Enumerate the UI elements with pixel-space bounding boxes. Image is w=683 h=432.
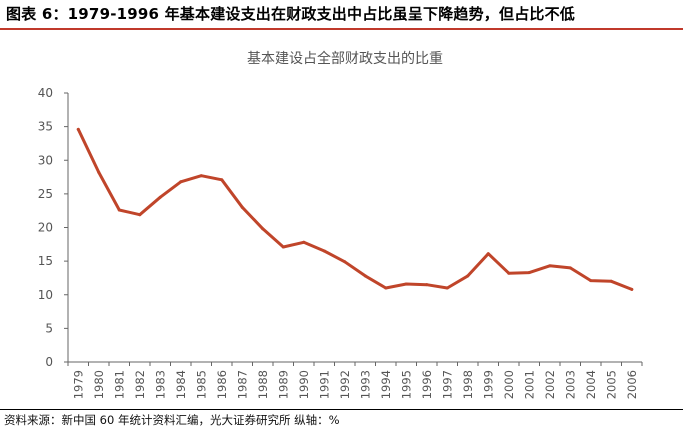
data-point [281, 245, 285, 249]
y-tick-label: 10 [38, 288, 53, 302]
data-point [548, 264, 552, 268]
data-point [302, 240, 306, 244]
x-tick-label: 1995 [399, 370, 413, 399]
x-tick-label: 1992 [338, 370, 352, 399]
x-tick-label: 1984 [174, 370, 188, 399]
data-point [220, 178, 224, 182]
data-point [466, 274, 470, 278]
y-tick-label: 15 [38, 254, 53, 268]
x-tick-label: 1979 [71, 370, 85, 399]
x-tick-label: 1986 [215, 370, 229, 399]
x-tick-label: 2006 [625, 370, 639, 399]
y-tick-label: 35 [38, 120, 53, 134]
data-point [261, 227, 265, 231]
data-point [158, 195, 162, 199]
x-tick-label: 1981 [112, 370, 126, 399]
x-tick-label: 1990 [297, 370, 311, 399]
data-point [138, 213, 142, 217]
x-tick-label: 1998 [461, 370, 475, 399]
x-axis: 1979 1980 1981 1982 1983 1984 1985 1986 1987 1988… [67, 361, 643, 399]
source-note: 资料来源：新中国 60 年统计资料汇编，光大证券研究所 纵轴：% [4, 413, 340, 427]
x-tick-label: 1991 [317, 370, 331, 399]
data-point [240, 205, 244, 209]
x-tick-label: 1993 [358, 370, 372, 399]
data-point [97, 170, 101, 174]
x-tick-label: 1997 [440, 370, 454, 399]
title-divider [0, 28, 683, 30]
y-tick-label: 20 [38, 221, 53, 235]
y-tick-label: 0 [45, 355, 53, 369]
series-line-0 [76, 127, 634, 291]
data-point [445, 286, 449, 290]
data-point [322, 249, 326, 253]
data-point [117, 208, 121, 212]
data-point [76, 127, 80, 131]
x-tick-label: 1983 [153, 370, 167, 399]
data-point [486, 252, 490, 256]
data-point [609, 279, 613, 283]
data-point [630, 287, 634, 291]
x-tick-label: 2002 [543, 370, 557, 399]
data-point [507, 271, 511, 275]
x-tick-label: 2004 [584, 370, 598, 399]
x-tick-label: 1987 [235, 370, 249, 399]
y-tick-label: 30 [38, 153, 53, 167]
x-tick-label: 1989 [276, 370, 290, 399]
data-point [199, 174, 203, 178]
data-point [589, 279, 593, 283]
x-tick-label: 1988 [256, 370, 270, 399]
x-tick-label: 1994 [379, 370, 393, 399]
x-tick-label: 2001 [522, 370, 536, 399]
data-point [343, 260, 347, 264]
y-tick-label: 25 [38, 187, 53, 201]
x-tick-label: 1980 [92, 370, 106, 399]
x-tick-label: 1999 [481, 370, 495, 399]
data-point [384, 286, 388, 290]
data-point [363, 274, 367, 278]
y-tick-label: 40 [38, 86, 53, 100]
x-tick-label: 1996 [420, 370, 434, 399]
y-tick-label: 5 [45, 321, 53, 335]
data-point [527, 271, 531, 275]
data-point [404, 282, 408, 286]
x-tick-label: 1982 [133, 370, 147, 399]
figure-title: 图表 6：1979-1996 年基本建设支出在财政支出中占比虽呈下降趋势，但占比… [6, 5, 576, 23]
data-point [425, 283, 429, 287]
chart-title: 基本建设占全部财政支出的比重 [247, 50, 443, 67]
data-point [568, 266, 572, 270]
y-axis: 0 5 10 15 20 25 30 35 40 [38, 86, 69, 369]
x-tick-label: 2000 [502, 370, 516, 399]
footer-divider [0, 409, 683, 410]
x-tick-label: 2005 [604, 370, 618, 399]
x-tick-label: 1985 [194, 370, 208, 399]
series-group [76, 127, 634, 291]
data-point [179, 180, 183, 184]
x-tick-label: 2003 [563, 370, 577, 399]
line-chart: 基本建设占全部财政支出的比重 0 5 10 15 20 25 30 35 40 1979 1980… [38, 50, 643, 399]
chart-area: 基本建设占全部财政支出的比重 0 5 10 15 20 25 30 35 40 1979 1980… [0, 30, 683, 410]
